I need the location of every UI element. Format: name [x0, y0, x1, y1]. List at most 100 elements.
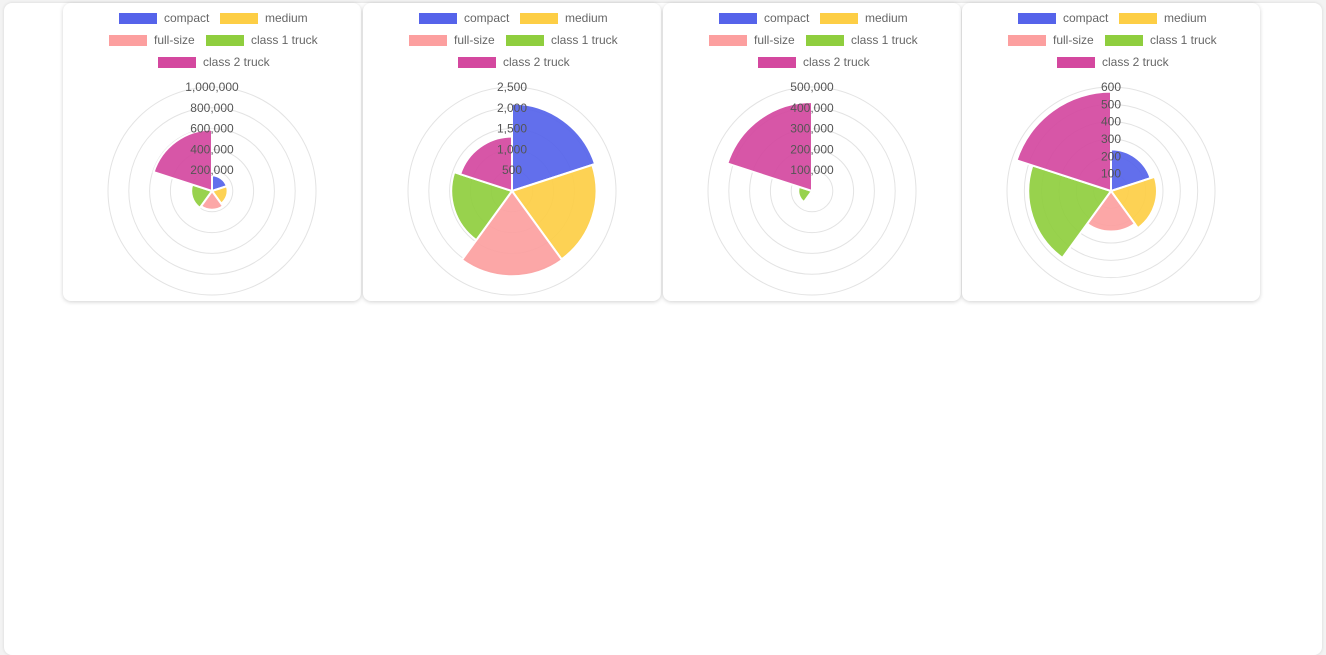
sector-full-size[interactable]	[1085, 189, 1137, 233]
legend-label-medium[interactable]: medium	[1164, 11, 1207, 25]
legend-item-class-2-truck[interactable]: class 2 truck	[758, 55, 871, 69]
legend-label-full-size[interactable]: full-size	[754, 33, 795, 47]
legend-label-medium[interactable]: medium	[565, 11, 608, 25]
legend-swatch-compact[interactable]	[419, 13, 457, 24]
legend-swatch-class-2-truck[interactable]	[158, 57, 196, 68]
radial-ticks: 600 500 400 300 200 100	[1101, 80, 1121, 181]
legend-label-compact[interactable]: compact	[1063, 11, 1109, 25]
sector-compact[interactable]	[511, 102, 597, 193]
legend-swatch-class-2-truck[interactable]	[1057, 57, 1095, 68]
legend-label-compact[interactable]: compact	[764, 11, 810, 25]
sector-class-1-truck[interactable]	[1027, 164, 1113, 260]
grid-ring	[149, 128, 275, 254]
legend-swatch-medium[interactable]	[520, 13, 558, 24]
polar-area-chart: compact medium full-size class 1 truck class…	[707, 11, 919, 296]
legend-item-medium[interactable]: medium	[1119, 11, 1207, 25]
legend-swatch-compact[interactable]	[719, 13, 757, 24]
legend-item-class-1-truck[interactable]: class 1 truck	[506, 33, 619, 47]
tick-label: 200	[1101, 149, 1121, 163]
legend-label-class-2-truck[interactable]: class 2 truck	[203, 55, 271, 69]
tick-label: 400,000	[190, 142, 234, 156]
legend-swatch-full-size[interactable]	[109, 35, 147, 46]
sector-full-size[interactable]	[460, 189, 564, 278]
sector-class-2-truck[interactable]	[152, 128, 213, 193]
sectors	[726, 100, 816, 204]
legend[interactable]: compact medium full-size class 1 truck class…	[709, 11, 919, 69]
tick-label: 600	[1101, 80, 1121, 94]
sector-class-1-truck[interactable]	[450, 170, 514, 242]
legend-swatch-full-size[interactable]	[709, 35, 747, 46]
legend-label-full-size[interactable]: full-size	[454, 33, 495, 47]
tick-label: 400,000	[790, 101, 834, 115]
tick-label: 1,000,000	[185, 80, 239, 94]
radial-ticks: 500,000 400,000 300,000 200,000 100,000	[790, 80, 834, 177]
polar-area-chart: compact medium full-size class 1 truck class…	[1006, 11, 1218, 296]
legend-swatch-class-1-truck[interactable]	[206, 35, 244, 46]
tick-label: 300,000	[790, 122, 834, 136]
legend-label-class-1-truck[interactable]: class 1 truck	[251, 33, 319, 47]
tick-label: 1,500	[497, 122, 527, 136]
legend-item-medium[interactable]: medium	[220, 11, 308, 25]
legend-label-medium[interactable]: medium	[865, 11, 908, 25]
sectors	[152, 128, 229, 211]
legend-swatch-compact[interactable]	[119, 13, 157, 24]
legend-label-class-2-truck[interactable]: class 2 truck	[803, 55, 871, 69]
legend-label-class-1-truck[interactable]: class 1 truck	[551, 33, 619, 47]
legend-item-full-size[interactable]: full-size	[409, 33, 495, 47]
legend-item-compact[interactable]: compact	[1018, 11, 1109, 25]
tick-label: 200,000	[790, 142, 834, 156]
legend-swatch-full-size[interactable]	[1008, 35, 1046, 46]
sector-medium[interactable]	[510, 163, 598, 261]
legend-item-class-2-truck[interactable]: class 2 truck	[1057, 55, 1170, 69]
tick-label: 800,000	[190, 101, 234, 115]
legend[interactable]: compact medium full-size class 1 truck class…	[1008, 11, 1218, 69]
legend-item-class-1-truck[interactable]: class 1 truck	[206, 33, 319, 47]
legend-item-compact[interactable]: compact	[119, 11, 210, 25]
legend-item-full-size[interactable]: full-size	[109, 33, 195, 47]
legend-label-medium[interactable]: medium	[265, 11, 308, 25]
legend[interactable]: compact medium full-size class 1 truck class…	[409, 11, 619, 69]
legend-item-full-size[interactable]: full-size	[1008, 33, 1094, 47]
sector-medium[interactable]	[1109, 175, 1158, 230]
sectors	[450, 102, 598, 278]
legend-item-full-size[interactable]: full-size	[709, 33, 795, 47]
legend-label-class-1-truck[interactable]: class 1 truck	[1150, 33, 1218, 47]
legend-swatch-class-2-truck[interactable]	[758, 57, 796, 68]
legend-swatch-class-2-truck[interactable]	[458, 57, 496, 68]
legend-item-class-1-truck[interactable]: class 1 truck	[1105, 33, 1218, 47]
radial-ticks: 1,000,000 800,000 600,000 400,000 200,000	[185, 80, 239, 177]
sector-class-2-truck[interactable]	[458, 135, 513, 193]
tick-label: 100	[1101, 167, 1121, 181]
polar-chart-card-2: compact medium full-size class 1 truck class…	[363, 3, 661, 301]
legend-label-class-2-truck[interactable]: class 2 truck	[503, 55, 571, 69]
legend-label-full-size[interactable]: full-size	[1053, 33, 1094, 47]
legend-item-compact[interactable]: compact	[419, 11, 510, 25]
legend-swatch-full-size[interactable]	[409, 35, 447, 46]
legend-label-compact[interactable]: compact	[164, 11, 210, 25]
legend-swatch-medium[interactable]	[820, 13, 858, 24]
legend-label-full-size[interactable]: full-size	[154, 33, 195, 47]
legend-label-class-1-truck[interactable]: class 1 truck	[851, 33, 919, 47]
legend-swatch-medium[interactable]	[1119, 13, 1157, 24]
legend-item-medium[interactable]: medium	[520, 11, 608, 25]
legend-swatch-compact[interactable]	[1018, 13, 1056, 24]
grid-ring	[407, 86, 617, 296]
legend-label-class-2-truck[interactable]: class 2 truck	[1102, 55, 1170, 69]
legend-item-compact[interactable]: compact	[719, 11, 810, 25]
sector-class-2-truck[interactable]	[1015, 90, 1112, 193]
polar-area-chart: compact medium full-size class 1 truck class…	[107, 11, 319, 296]
tick-label: 2,000	[497, 101, 527, 115]
polar-chart-card-1: compact medium full-size class 1 truck class…	[63, 3, 361, 301]
legend-swatch-class-1-truck[interactable]	[1105, 35, 1143, 46]
legend-label-compact[interactable]: compact	[464, 11, 510, 25]
legend[interactable]: compact medium full-size class 1 truck class…	[109, 11, 319, 69]
grid-ring	[107, 86, 317, 296]
legend-swatch-class-1-truck[interactable]	[806, 35, 844, 46]
sector-class-2-truck[interactable]	[726, 100, 813, 193]
legend-item-medium[interactable]: medium	[820, 11, 908, 25]
legend-item-class-1-truck[interactable]: class 1 truck	[806, 33, 919, 47]
legend-swatch-class-1-truck[interactable]	[506, 35, 544, 46]
legend-item-class-2-truck[interactable]: class 2 truck	[458, 55, 571, 69]
legend-item-class-2-truck[interactable]: class 2 truck	[158, 55, 271, 69]
legend-swatch-medium[interactable]	[220, 13, 258, 24]
